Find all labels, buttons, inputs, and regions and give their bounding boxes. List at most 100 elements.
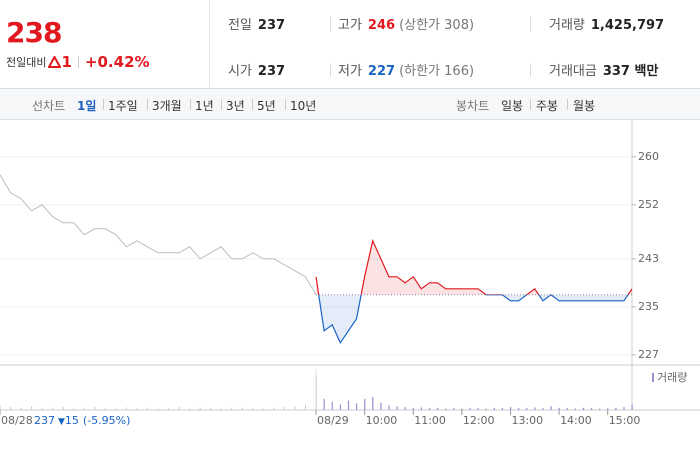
volume-bar: [262, 408, 264, 410]
volume-bar: [388, 405, 390, 410]
stat-label: 거래대금: [549, 64, 597, 79]
volume-bar: [339, 404, 342, 410]
volume-bar: [396, 406, 398, 410]
tab[interactable]: 5년: [257, 99, 276, 113]
y-tick-label: 235: [638, 300, 659, 313]
previous-line: [0, 174, 317, 296]
tab[interactable]: 1일: [77, 99, 97, 113]
volume-bar: [582, 407, 585, 410]
volume-bar: [534, 407, 536, 410]
stat-label: 저가: [338, 64, 362, 79]
summary-0: 237: [34, 414, 55, 427]
tab-divider: [567, 99, 568, 110]
volume-bar: [599, 408, 601, 410]
volume-bar: [241, 407, 243, 410]
volume-bar: [372, 397, 374, 410]
tab[interactable]: 주봉: [536, 99, 559, 113]
volume-bar: [590, 408, 593, 410]
volume-bar: [83, 407, 85, 410]
volume-bar: [178, 407, 180, 410]
today-area: [318, 294, 628, 343]
volume-bar: [453, 408, 455, 410]
volume-bar: [364, 398, 366, 410]
volume-bar: [331, 401, 333, 410]
volume-bar: [356, 403, 358, 410]
volume-bar: [380, 402, 382, 410]
volume-bar: [41, 408, 43, 410]
volume-bar: [526, 407, 528, 410]
stat-value: 246: [367, 18, 396, 33]
separator: [530, 17, 531, 31]
tab-divider: [190, 99, 191, 110]
x-tick-label: 08/28: [1, 414, 33, 427]
tab-divider: [530, 99, 531, 110]
x-tick-label: 13:00: [511, 414, 543, 427]
volume-bar: [10, 407, 12, 410]
x-tick-label: 08/29: [317, 414, 349, 427]
change-label: 전일대비: [6, 56, 47, 69]
y-tick-label: 252: [638, 198, 659, 211]
tab[interactable]: 1주일: [108, 99, 138, 113]
volume-bar: [445, 408, 447, 410]
change-pct: +0.42%: [84, 53, 150, 71]
tab-bar: 선차트 1일 1주일 3개월 1년 3년 5년 10년 봉차트 일봉 주봉 월봉: [0, 89, 700, 120]
stat-value: 337 백만: [602, 64, 659, 79]
volume-bar: [542, 408, 544, 410]
volume-bar: [104, 408, 106, 410]
volume-bar: [273, 407, 275, 410]
y-tick-label: 243: [638, 252, 659, 265]
volume-bar: [607, 408, 609, 410]
volume-bar: [631, 404, 633, 410]
tab[interactable]: 1년: [195, 99, 214, 113]
tab-divider: [103, 99, 104, 110]
volume-bar: [550, 406, 552, 410]
down-icon: ▼: [58, 417, 65, 427]
volume-bar: [52, 407, 54, 410]
stat-value: 237: [257, 64, 286, 79]
up-icon: [48, 56, 62, 68]
volume-bar: [493, 407, 495, 410]
volume-bar: [347, 400, 350, 410]
today-area: [316, 240, 632, 295]
tab-divider: [147, 99, 148, 110]
volume-bar: [231, 407, 233, 410]
volume-bar: [210, 408, 212, 410]
price: 238: [6, 16, 62, 49]
stat-value: 1,425,797: [590, 18, 665, 33]
volume-bar: [20, 407, 22, 410]
volume-bar: [0, 405, 1, 410]
stat: 고가 246 (상한가 308): [338, 14, 474, 33]
volume-bar: [125, 407, 127, 410]
summary-2: (-5.95%): [83, 414, 131, 427]
tab[interactable]: 3개월: [152, 99, 182, 113]
volume-bar: [252, 408, 254, 410]
volume-bar: [574, 408, 576, 410]
volume-bar: [94, 407, 96, 410]
volume-bar: [136, 408, 138, 410]
stat-value: 227: [367, 64, 396, 79]
volume-bar: [501, 408, 504, 410]
volume-bar: [146, 407, 148, 410]
volume-bar: [566, 408, 568, 410]
volume-bar: [168, 408, 170, 410]
previous-summary: 237 ▼15 (-5.95%): [34, 414, 130, 427]
volume-bar: [323, 398, 325, 410]
today-line: [315, 238, 632, 295]
volume-bar: [283, 407, 285, 410]
chart: 260 252 243 235 227 08/28 08/29 10:00 11:00 12:00…: [0, 120, 700, 427]
stat-label: 거래량: [549, 18, 585, 33]
stat-value: 237: [257, 18, 286, 33]
tab[interactable]: 3년: [226, 99, 245, 113]
tab[interactable]: 일봉: [501, 99, 524, 113]
tab[interactable]: 월봉: [573, 99, 596, 113]
x-tick-label: 15:00: [609, 414, 641, 427]
stat: 저가 227 (하한가 166): [338, 60, 474, 79]
volume-bar: [428, 408, 431, 410]
stat: 거래대금 337 백만: [549, 60, 658, 79]
tab-group-label: 봉차트: [456, 99, 490, 113]
volume-bar: [412, 407, 414, 410]
stat-label: 전일: [228, 18, 252, 33]
tab[interactable]: 10년: [290, 99, 317, 113]
stat: 시가 237: [228, 60, 285, 79]
volume-bar: [220, 408, 222, 410]
